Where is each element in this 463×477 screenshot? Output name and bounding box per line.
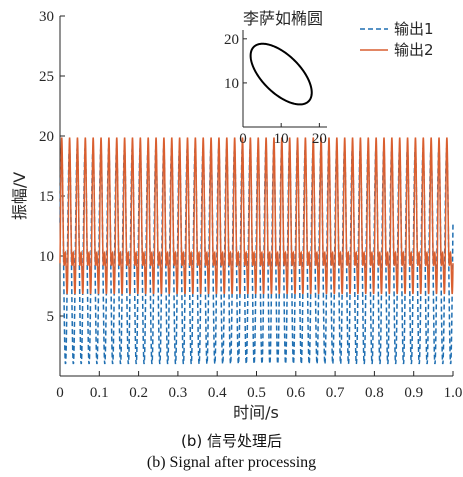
inset-title: 李萨如椭圆 [243,9,323,28]
legend: 输出1 输出2 [360,20,434,59]
caption-english: (b) Signal after processing [146,454,317,471]
x-ticks: 0 0.1 0.2 0.3 0.4 0.5 0.6 0.7 0.8 0.9 1.0 [56,371,462,401]
y-tick-label: 25 [39,69,54,85]
y-ticks: 5 10 15 20 25 30 [39,9,65,325]
series-output2-line [59,137,454,295]
inset-x-tick-label: 10 [274,131,289,147]
x-tick-label: 0.8 [365,385,384,401]
x-tick-label: 0.4 [208,385,227,401]
y-tick-label: 20 [39,129,54,145]
main-axes: 0 0.1 0.2 0.3 0.4 0.5 0.6 0.7 0.8 0.9 1.0 5 10 15 20 2… [39,9,462,401]
inset-lissajous: 李萨如椭圆 0 10 20 10 20 [224,9,327,147]
x-tick-label: 0.5 [247,385,266,401]
legend-label-output1: 输出1 [394,20,434,38]
x-tick-label: 0.7 [326,385,345,401]
lissajous-ellipse [249,42,313,106]
y-tick-label: 5 [47,309,55,325]
x-tick-label: 0.2 [129,385,148,401]
y-tick-label: 10 [39,249,54,265]
inset-x-tick-label: 20 [312,131,327,147]
y-tick-label: 15 [39,189,54,205]
y-tick-label: 30 [39,9,54,25]
inset-y-tick-label: 20 [224,32,239,48]
x-tick-label: 0.9 [404,385,423,401]
caption-chinese: (b) 信号处理后 [181,432,282,450]
inset-x-tick-label: 0 [239,131,247,147]
x-tick-label: 0.6 [286,385,305,401]
series-layer [59,137,454,365]
inset-y-ticks: 10 20 [224,32,247,92]
x-tick-label: 1.0 [444,385,463,401]
y-axis-label: 振幅/V [10,172,29,220]
chart: 0 0.1 0.2 0.3 0.4 0.5 0.6 0.7 0.8 0.9 1.0 5 10 15 20 2… [10,9,462,422]
inset-y-tick-label: 10 [224,76,239,92]
legend-label-output2: 输出2 [394,41,434,59]
x-axis-label: 时间/s [233,403,279,422]
x-tick-label: 0.1 [90,385,109,401]
x-tick-label: 0.3 [169,385,188,401]
inset-x-ticks: 0 10 20 [239,123,327,147]
x-tick-label: 0 [56,385,64,401]
